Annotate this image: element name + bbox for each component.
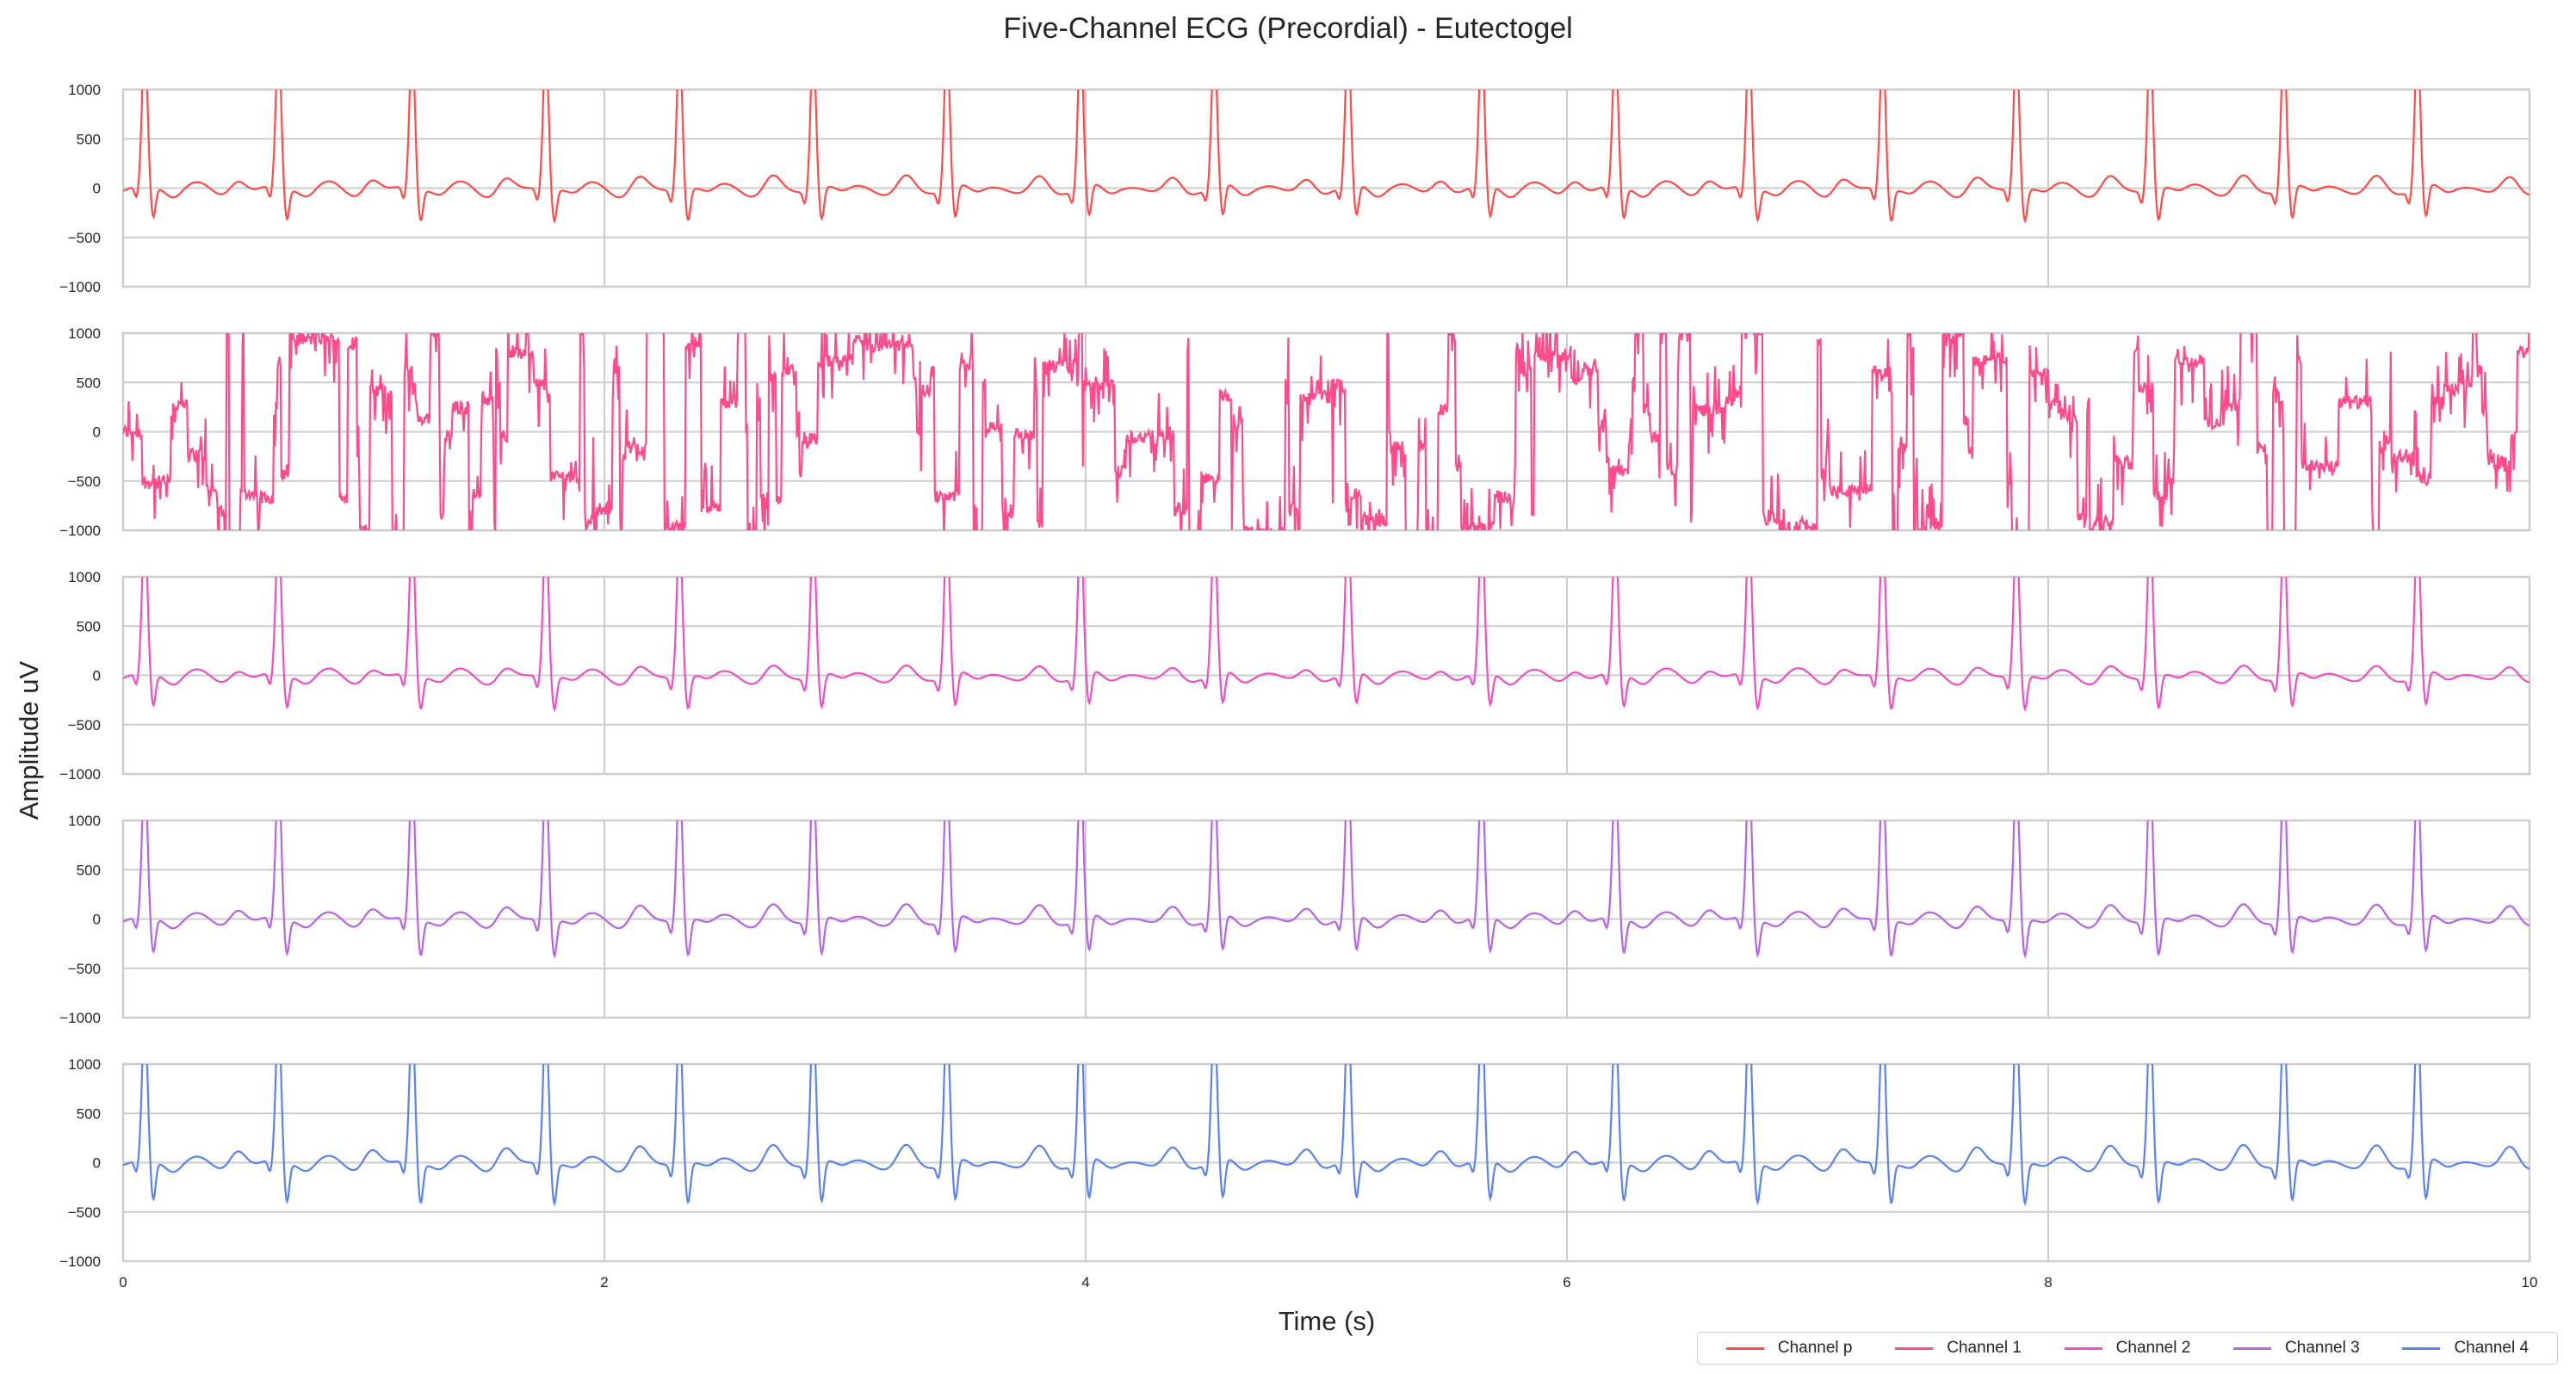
y-tick-label: 500 xyxy=(77,618,101,634)
legend-label: Channel p xyxy=(1777,1339,1853,1357)
y-tick-label: 500 xyxy=(77,374,101,391)
chart-title: Five-Channel ECG (Precordial) - Eutectog… xyxy=(1003,12,1573,45)
series-line-channel-2 xyxy=(123,577,2530,713)
y-tick-label: −500 xyxy=(68,230,101,246)
legend-swatch xyxy=(1895,1346,1934,1350)
y-tick-label: 1000 xyxy=(68,1056,101,1073)
series-line-channel-3 xyxy=(123,820,2530,959)
x-tick-label: 8 xyxy=(2044,1274,2052,1290)
x-tick-label: 4 xyxy=(1081,1274,1089,1290)
legend-swatch xyxy=(2233,1346,2272,1350)
legend-entry: Channel 3 xyxy=(2233,1339,2360,1358)
legend-label: Channel 2 xyxy=(2115,1339,2191,1357)
y-tick-label: −1000 xyxy=(59,1010,101,1026)
y-tick-label: 1000 xyxy=(68,325,101,342)
y-tick-label: 0 xyxy=(93,424,101,441)
x-axis-label: Time (s) xyxy=(1278,1306,1376,1336)
legend-label: Channel 3 xyxy=(2285,1339,2360,1357)
legend-entry: Channel 4 xyxy=(2402,1339,2529,1358)
x-tick-label: 2 xyxy=(600,1274,608,1290)
y-tick-label: −500 xyxy=(68,717,101,733)
legend-label: Channel 1 xyxy=(1947,1339,2022,1357)
y-tick-label: 1000 xyxy=(68,813,101,829)
x-tick-label: 10 xyxy=(2522,1274,2538,1290)
y-tick-label: −1000 xyxy=(59,523,101,539)
legend-swatch xyxy=(2064,1346,2102,1350)
x-tick-label: 6 xyxy=(1563,1274,1570,1290)
y-tick-label: 0 xyxy=(93,912,101,928)
x-tick-label: 0 xyxy=(119,1274,127,1290)
legend-entry: Channel p xyxy=(1725,1339,1853,1358)
series-line-channel-1 xyxy=(123,333,2530,530)
y-tick-label: 500 xyxy=(77,862,101,878)
y-tick-label: −500 xyxy=(68,473,101,490)
y-tick-label: 1000 xyxy=(68,569,101,585)
y-tick-label: 500 xyxy=(77,131,101,147)
y-tick-label: −1000 xyxy=(59,279,101,295)
y-tick-label: −500 xyxy=(68,961,101,977)
y-tick-label: 0 xyxy=(93,1155,101,1172)
y-tick-label: 1000 xyxy=(68,82,101,98)
legend-swatch xyxy=(1725,1346,1764,1350)
legend-swatch xyxy=(2402,1346,2441,1350)
legend-entry: Channel 1 xyxy=(1895,1339,2022,1358)
y-tick-label: −500 xyxy=(68,1204,101,1221)
series-line-channel-0 xyxy=(123,90,2530,225)
y-tick-label: 0 xyxy=(93,668,101,684)
legend-label: Channel 4 xyxy=(2454,1339,2530,1357)
y-tick-label: −1000 xyxy=(59,1253,101,1270)
legend: Channel p Channel 1 Channel 2 Channel 3 Chan… xyxy=(1697,1332,2558,1365)
y-tick-label: 500 xyxy=(77,1105,101,1122)
y-axis-label: Amplitude uV xyxy=(14,660,44,820)
y-tick-label: −1000 xyxy=(59,766,101,783)
series-line-channel-4 xyxy=(123,1064,2530,1207)
legend-entry: Channel 2 xyxy=(2064,1339,2191,1358)
y-tick-label: 0 xyxy=(93,181,101,197)
